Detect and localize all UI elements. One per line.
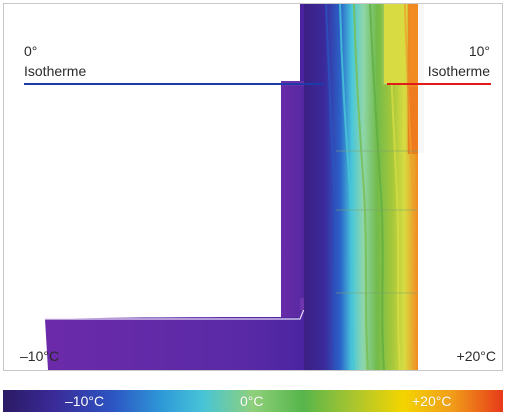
thermal-diagram xyxy=(24,4,491,370)
legend-plus-label: +20°C xyxy=(412,393,452,409)
isotherm-cyan-curve xyxy=(339,4,355,370)
right-isotherm-degree: 10° xyxy=(468,43,490,59)
left-isotherm-label: Isotherme xyxy=(24,63,87,79)
isotherm-orange-curve xyxy=(404,4,416,370)
lower-slab xyxy=(45,307,326,370)
left-isotherm-degree: 0° xyxy=(24,43,38,59)
isotherm-lines xyxy=(325,4,416,370)
temperature-legend: –10°C 0°C +20°C xyxy=(3,390,503,412)
right-isotherm-label: Isotherme xyxy=(427,63,490,79)
cold-side-geometry xyxy=(45,4,326,370)
slab-edge xyxy=(45,308,305,320)
isotherm-yellow-curve xyxy=(387,4,401,370)
cold-temperature-label: –10°C xyxy=(20,348,60,364)
main-wall-body xyxy=(304,4,418,370)
legend-minus-label: –10°C xyxy=(65,393,105,409)
isotherm-green-curve-2 xyxy=(369,4,385,370)
thermal-diagram-frame: 0° Isotherme 10° Isotherme –10°C +20°C xyxy=(3,3,503,371)
isotherm-green-curve-1 xyxy=(353,4,369,370)
isotherm-blue-curve xyxy=(325,4,337,370)
left-wall-vertical-part xyxy=(281,81,307,370)
right-wall-notch xyxy=(418,4,424,153)
warm-temperature-label: +20°C xyxy=(456,348,496,364)
legend-zero-label: 0°C xyxy=(240,393,264,409)
